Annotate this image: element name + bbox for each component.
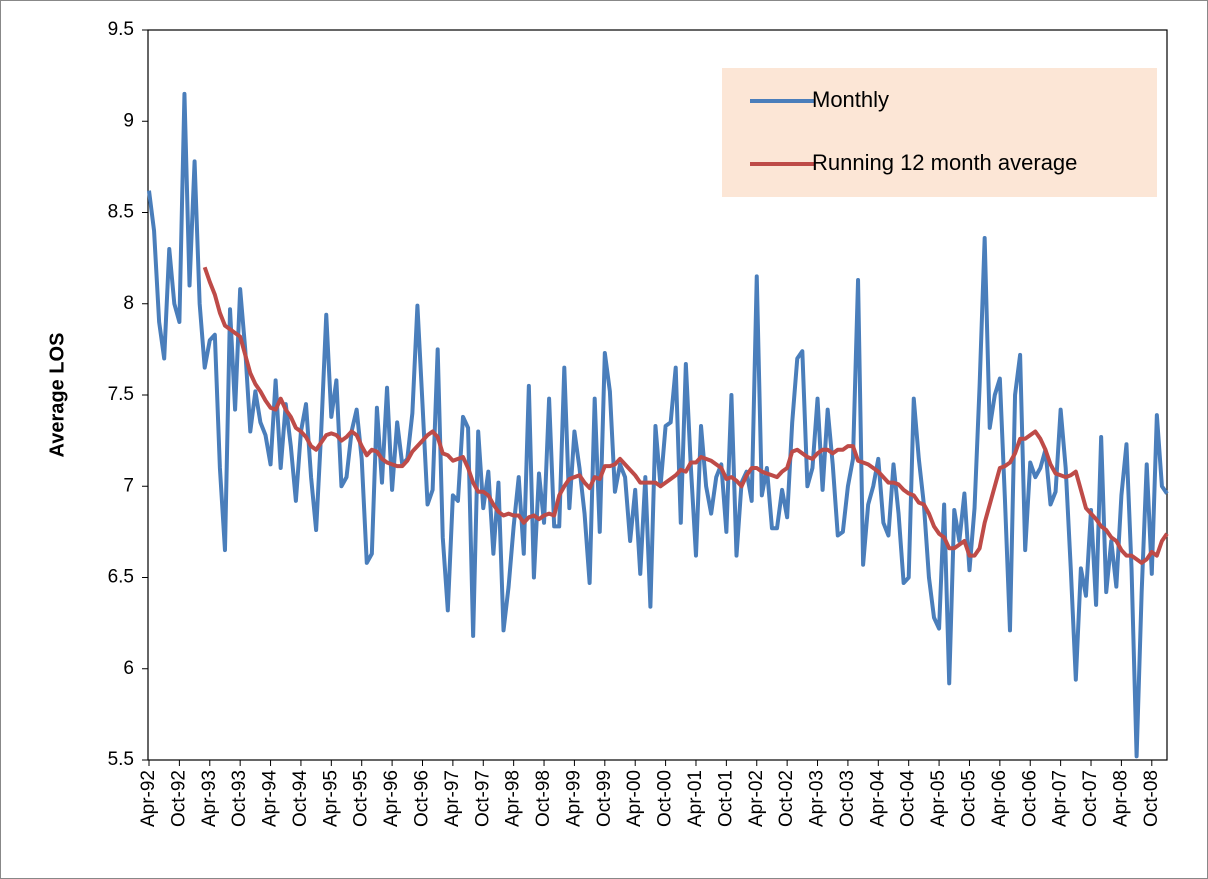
y-tick-label: 9 <box>123 110 134 131</box>
x-tick-label: Oct-07 <box>1080 770 1101 827</box>
y-tick-label: 7 <box>123 475 134 496</box>
x-tick-label: Oct-01 <box>715 770 736 827</box>
y-tick-label: 6 <box>123 658 134 679</box>
x-tick-label: Apr-02 <box>746 770 767 827</box>
x-tick-label: Oct-00 <box>655 770 676 827</box>
series-line <box>147 91 1169 759</box>
x-tick-label: Oct-99 <box>594 770 615 827</box>
x-tick-label: Apr-99 <box>563 770 584 827</box>
x-tick-label: Apr-97 <box>442 770 463 827</box>
x-tick-label: Oct-98 <box>533 770 554 827</box>
x-tick-label: Apr-00 <box>624 770 645 827</box>
x-tick-label: Oct-97 <box>472 770 493 827</box>
legend-label: Running 12 month average <box>812 150 1077 175</box>
x-tick-label: Apr-92 <box>138 770 159 827</box>
y-tick-label: 5.5 <box>108 749 134 770</box>
x-tick-label: Apr-96 <box>381 770 402 827</box>
x-tick-label: Oct-06 <box>1019 770 1040 827</box>
legend-label: Monthly <box>812 87 889 112</box>
x-tick-label: Apr-98 <box>503 770 524 827</box>
x-tick-label: Apr-04 <box>867 770 888 827</box>
x-tick-label: Oct-93 <box>229 770 250 827</box>
x-tick-label: Apr-01 <box>685 770 706 827</box>
x-tick-label: Apr-05 <box>928 770 949 827</box>
x-tick-label: Oct-08 <box>1141 770 1162 827</box>
x-tick-label: Apr-93 <box>199 770 220 827</box>
x-tick-label: Oct-94 <box>290 770 311 827</box>
y-tick-label: 6.5 <box>108 567 134 588</box>
y-tick-label: 9.5 <box>108 19 134 40</box>
y-tick-label: 8.5 <box>108 202 134 223</box>
x-tick-label: Oct-04 <box>898 770 919 827</box>
x-tick-label: Oct-95 <box>351 770 372 827</box>
y-axis-title: Average LOS <box>46 333 68 458</box>
x-tick-label: Apr-07 <box>1050 770 1071 827</box>
x-tick-label: Oct-96 <box>412 770 433 827</box>
x-tick-label: Apr-03 <box>807 770 828 827</box>
x-tick-label: Apr-06 <box>989 770 1010 827</box>
x-tick-label: Oct-03 <box>837 770 858 827</box>
x-tick-label: Apr-08 <box>1110 770 1131 827</box>
x-tick-label: Oct-92 <box>168 770 189 827</box>
legend-box <box>722 68 1157 197</box>
series-line <box>202 266 1169 565</box>
x-tick-label: Oct-02 <box>776 770 797 827</box>
x-tick-label: Oct-05 <box>958 770 979 827</box>
y-tick-label: 8 <box>123 293 134 314</box>
x-tick-label: Apr-95 <box>320 770 341 827</box>
y-tick-label: 7.5 <box>108 384 134 405</box>
x-tick-label: Apr-94 <box>260 770 281 827</box>
